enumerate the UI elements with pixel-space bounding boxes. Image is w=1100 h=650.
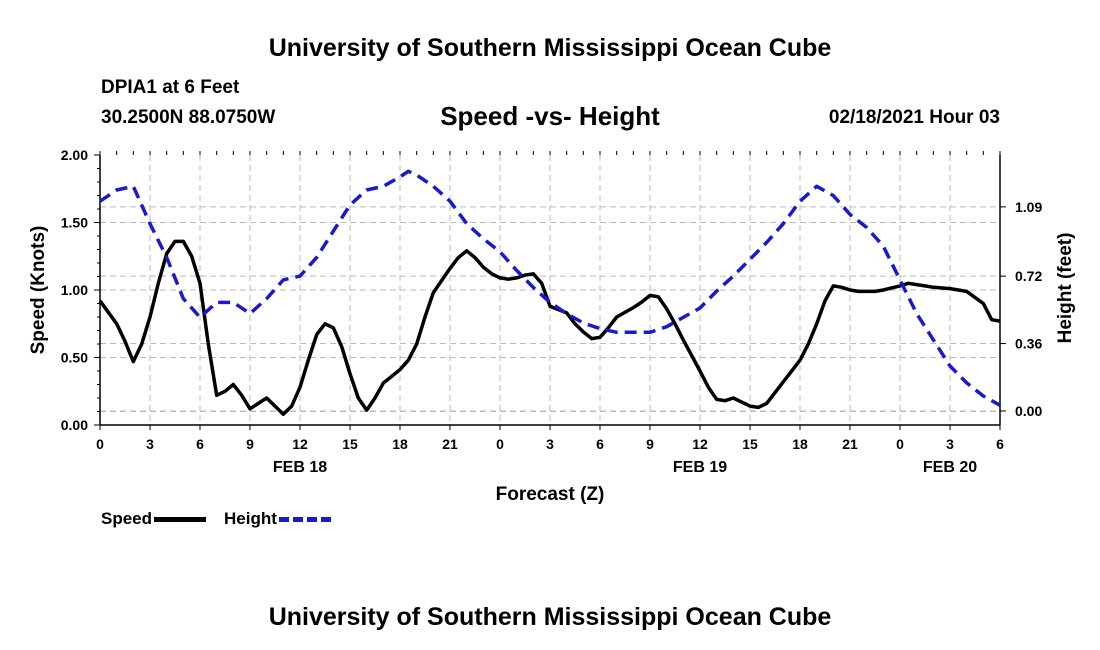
x-tick-label: 0 bbox=[496, 436, 504, 452]
x-tick-label: 6 bbox=[596, 436, 604, 452]
x-tick-label: 0 bbox=[896, 436, 904, 452]
y2-tick-label: 0.36 bbox=[1015, 336, 1042, 352]
legend-speed-swatch bbox=[154, 516, 207, 522]
y-tick-label: 2.00 bbox=[61, 147, 88, 163]
x-tick-label: 3 bbox=[946, 436, 954, 452]
y2-tick-label: 0.00 bbox=[1015, 403, 1042, 419]
date-label: FEB 19 bbox=[673, 459, 727, 476]
series-speed-line bbox=[98, 239, 1001, 416]
legend-speed-label: Speed bbox=[101, 509, 153, 528]
x-tick-label: 12 bbox=[292, 436, 308, 452]
bottom-title: University of Southern Mississippi Ocean… bbox=[268, 603, 832, 631]
y-tick-label: 1.00 bbox=[61, 282, 88, 298]
x-axis-title: Forecast (Z) bbox=[496, 484, 605, 505]
date-label: FEB 20 bbox=[923, 459, 977, 476]
y2-axis-title: Height (feet) bbox=[1055, 233, 1076, 344]
y2-tick-label: 0.72 bbox=[1015, 268, 1042, 284]
x-tick-label: 12 bbox=[692, 436, 708, 452]
x-tick-label: 3 bbox=[546, 436, 554, 452]
legend: Speed Height bbox=[101, 509, 331, 529]
x-tick-label: 9 bbox=[646, 436, 654, 452]
y2-tick-label: 1.09 bbox=[1015, 199, 1042, 215]
chart-title: Speed -vs- Height bbox=[440, 101, 660, 131]
x-tick-label: 6 bbox=[196, 436, 204, 452]
coordinates-label: 30.2500N 88.0750W bbox=[101, 107, 276, 128]
x-tick-label: 15 bbox=[342, 436, 358, 452]
y-tick-label: 0.00 bbox=[61, 417, 88, 433]
x-tick-label: 21 bbox=[442, 436, 458, 452]
station-label: DPIA1 at 6 Feet bbox=[101, 77, 240, 98]
top-title: University of Southern Mississippi Ocean… bbox=[268, 34, 832, 62]
series-height-line bbox=[99, 169, 1001, 407]
x-tick-label: 15 bbox=[742, 436, 758, 452]
legend-height-label: Height bbox=[224, 509, 277, 528]
date-label: FEB 18 bbox=[273, 459, 327, 476]
legend-height-swatch bbox=[278, 516, 331, 522]
y-axis-title: Speed (Knots) bbox=[28, 226, 49, 355]
x-tick-label: 9 bbox=[246, 436, 254, 452]
x-tick-label: 18 bbox=[792, 436, 808, 452]
x-tick-label: 3 bbox=[146, 436, 154, 452]
x-tick-label: 6 bbox=[996, 436, 1004, 452]
x-tick-label: 0 bbox=[96, 436, 104, 452]
y-tick-label: 0.50 bbox=[61, 350, 88, 366]
x-tick-label: 21 bbox=[842, 436, 858, 452]
y-tick-label: 1.50 bbox=[61, 215, 88, 231]
x-tick-label: 18 bbox=[392, 436, 408, 452]
datetime-label: 02/18/2021 Hour 03 bbox=[828, 107, 1000, 128]
